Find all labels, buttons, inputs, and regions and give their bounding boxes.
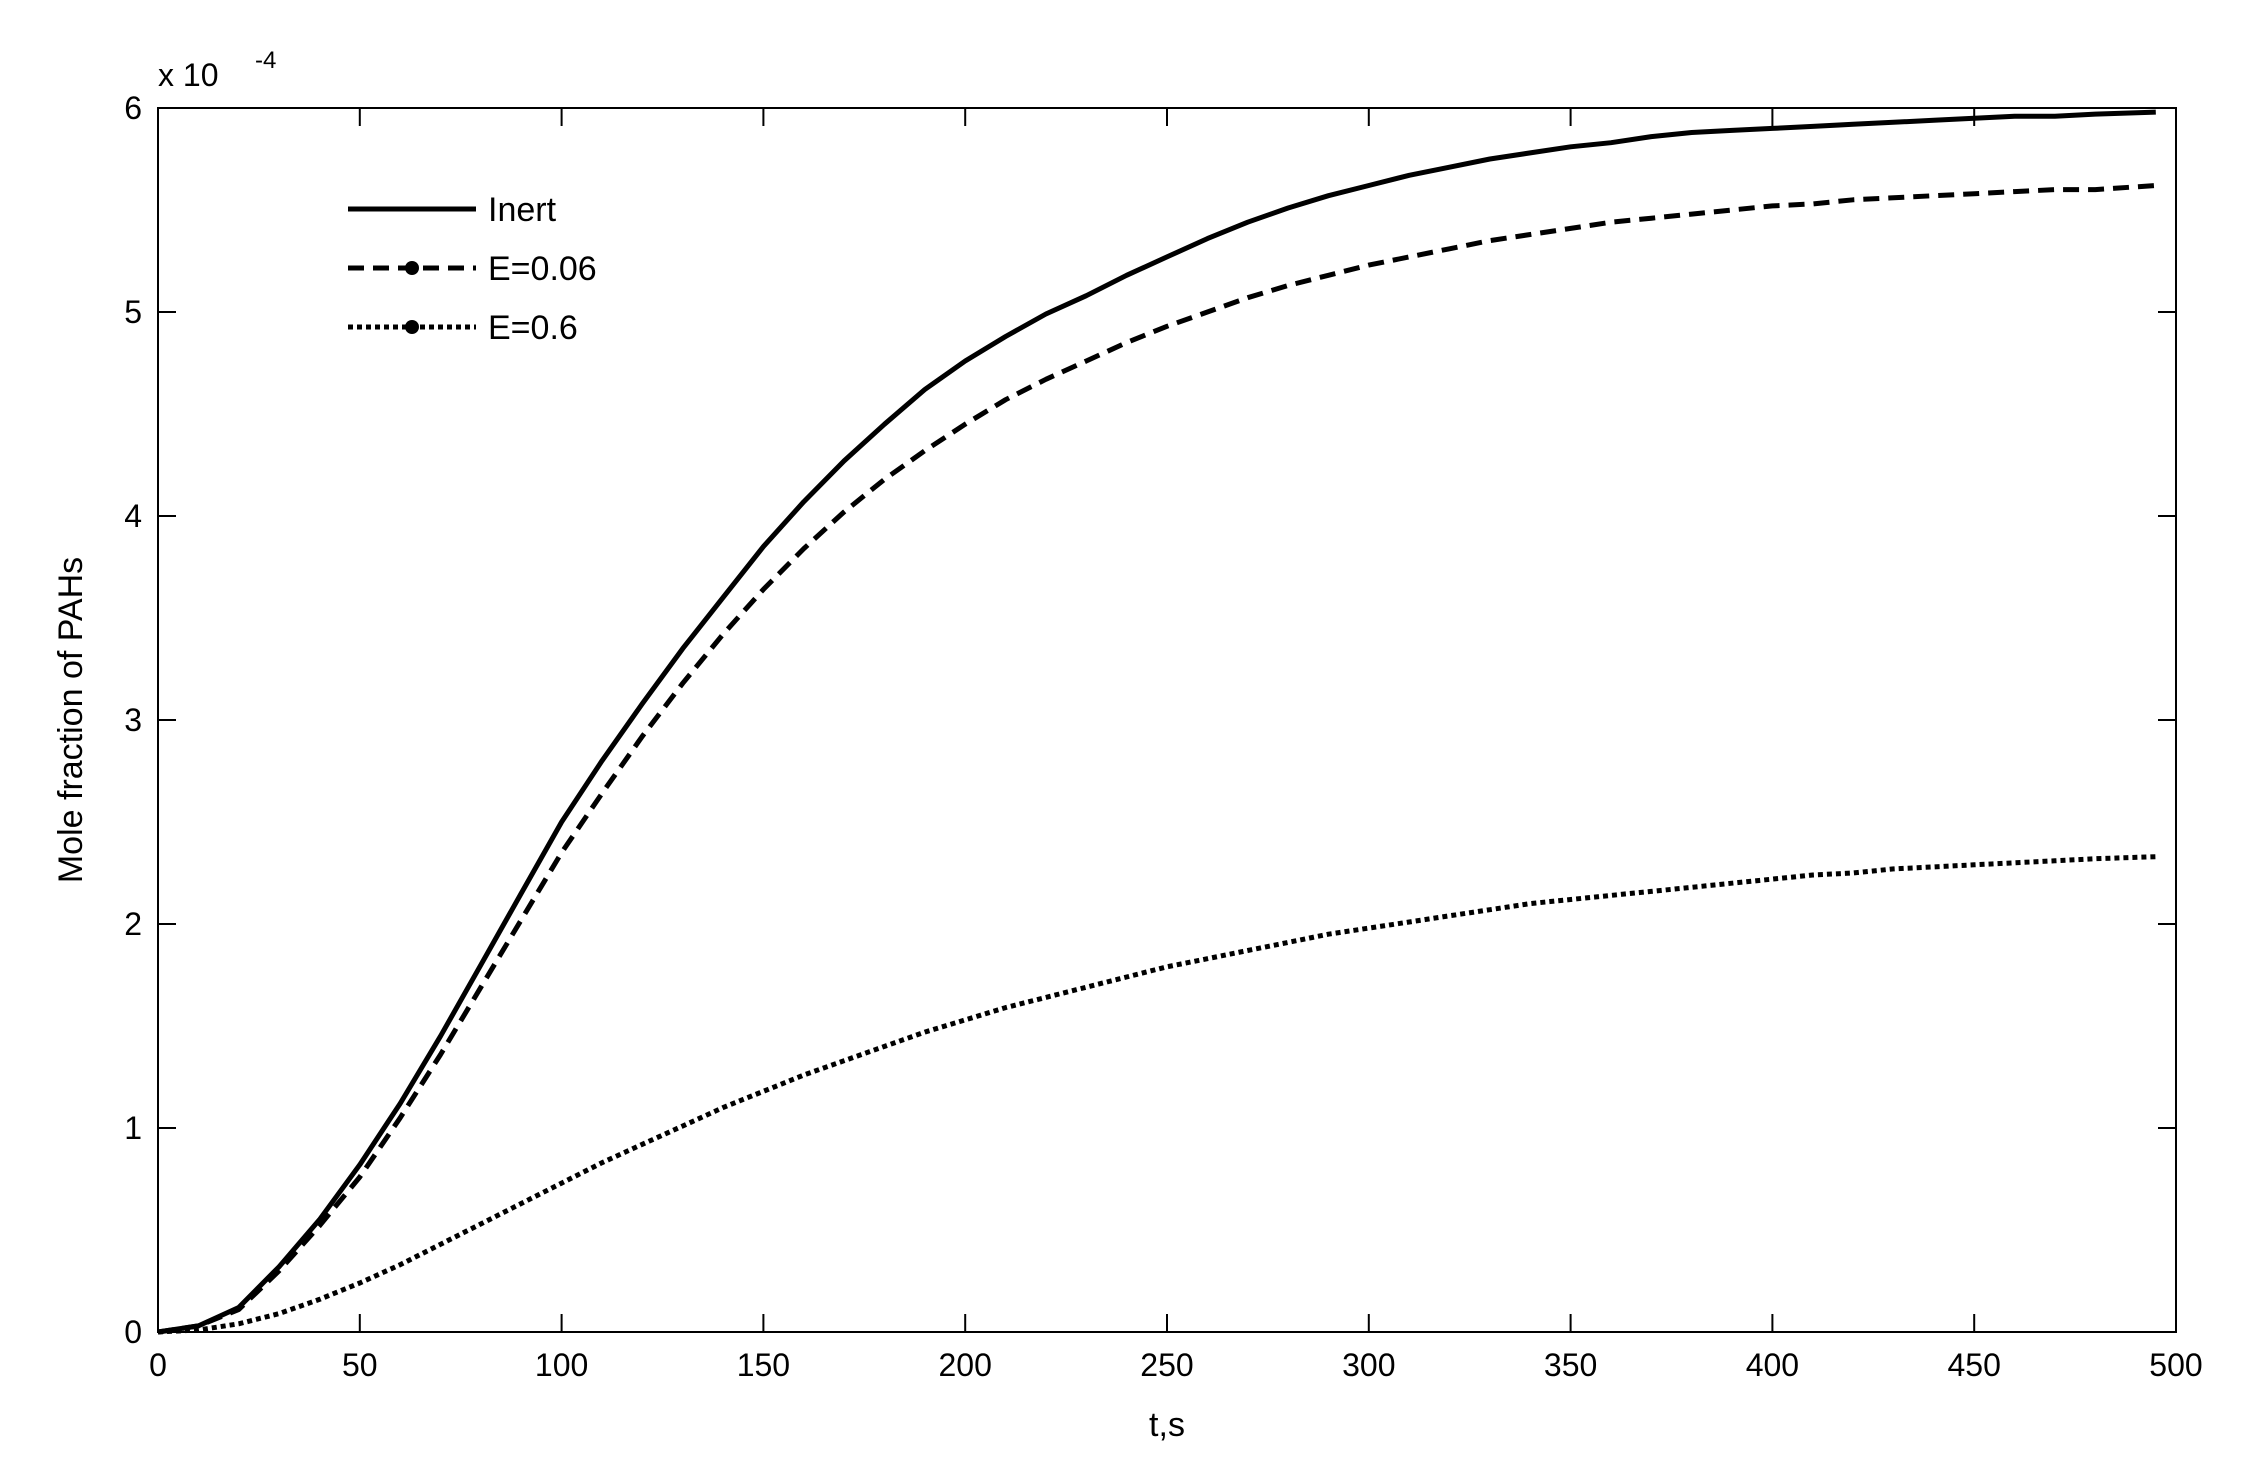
series-layer bbox=[157, 109, 2156, 1335]
y-tick-label: 5 bbox=[124, 294, 142, 330]
legend: Inert E=0.06 E=0.6 bbox=[348, 191, 597, 347]
y-tick-label: 3 bbox=[124, 702, 142, 738]
legend-label-e06: E=0.6 bbox=[488, 309, 578, 347]
x-axis-ticks: 0 50 100 150 200 250 300 350 400 450 500 bbox=[149, 108, 2203, 1383]
y-tick-label: 4 bbox=[124, 498, 142, 534]
legend-marker-e06 bbox=[405, 320, 419, 334]
y-tick-label: 2 bbox=[124, 906, 142, 942]
y-tick-label: 1 bbox=[124, 1110, 142, 1146]
series-line-e06 bbox=[157, 854, 2156, 1335]
x-tick-label: 300 bbox=[1342, 1347, 1395, 1383]
plot-area-frame bbox=[157, 107, 2177, 1333]
legend-marker-e006 bbox=[405, 261, 419, 275]
y-tick-label: 0 bbox=[124, 1314, 142, 1350]
y-axis-ticks: 0 1 2 3 4 5 6 bbox=[124, 90, 2176, 1350]
y-axis-label: Mole fraction of PAHs bbox=[52, 557, 90, 883]
x-tick-label: 350 bbox=[1544, 1347, 1597, 1383]
x-tick-label: 250 bbox=[1140, 1347, 1193, 1383]
x-tick-label: 400 bbox=[1746, 1347, 1799, 1383]
x-tick-label: 450 bbox=[1948, 1347, 2001, 1383]
x-axis-label: t,s bbox=[1149, 1406, 1185, 1444]
series-line-e006 bbox=[157, 183, 2156, 1335]
x-tick-label: 200 bbox=[939, 1347, 992, 1383]
y-multiplier-exponent: -4 bbox=[255, 47, 276, 74]
x-tick-label: 500 bbox=[2149, 1347, 2202, 1383]
legend-label-e006: E=0.06 bbox=[488, 250, 597, 288]
y-multiplier-base: x 10 bbox=[158, 57, 218, 93]
x-tick-label: 100 bbox=[535, 1347, 588, 1383]
series-line-inert bbox=[157, 109, 2156, 1335]
x-tick-label: 50 bbox=[342, 1347, 378, 1383]
x-tick-label: 150 bbox=[737, 1347, 790, 1383]
y-tick-label: 6 bbox=[124, 90, 142, 126]
x-tick-label: 0 bbox=[149, 1347, 167, 1383]
legend-label-inert: Inert bbox=[488, 191, 557, 229]
